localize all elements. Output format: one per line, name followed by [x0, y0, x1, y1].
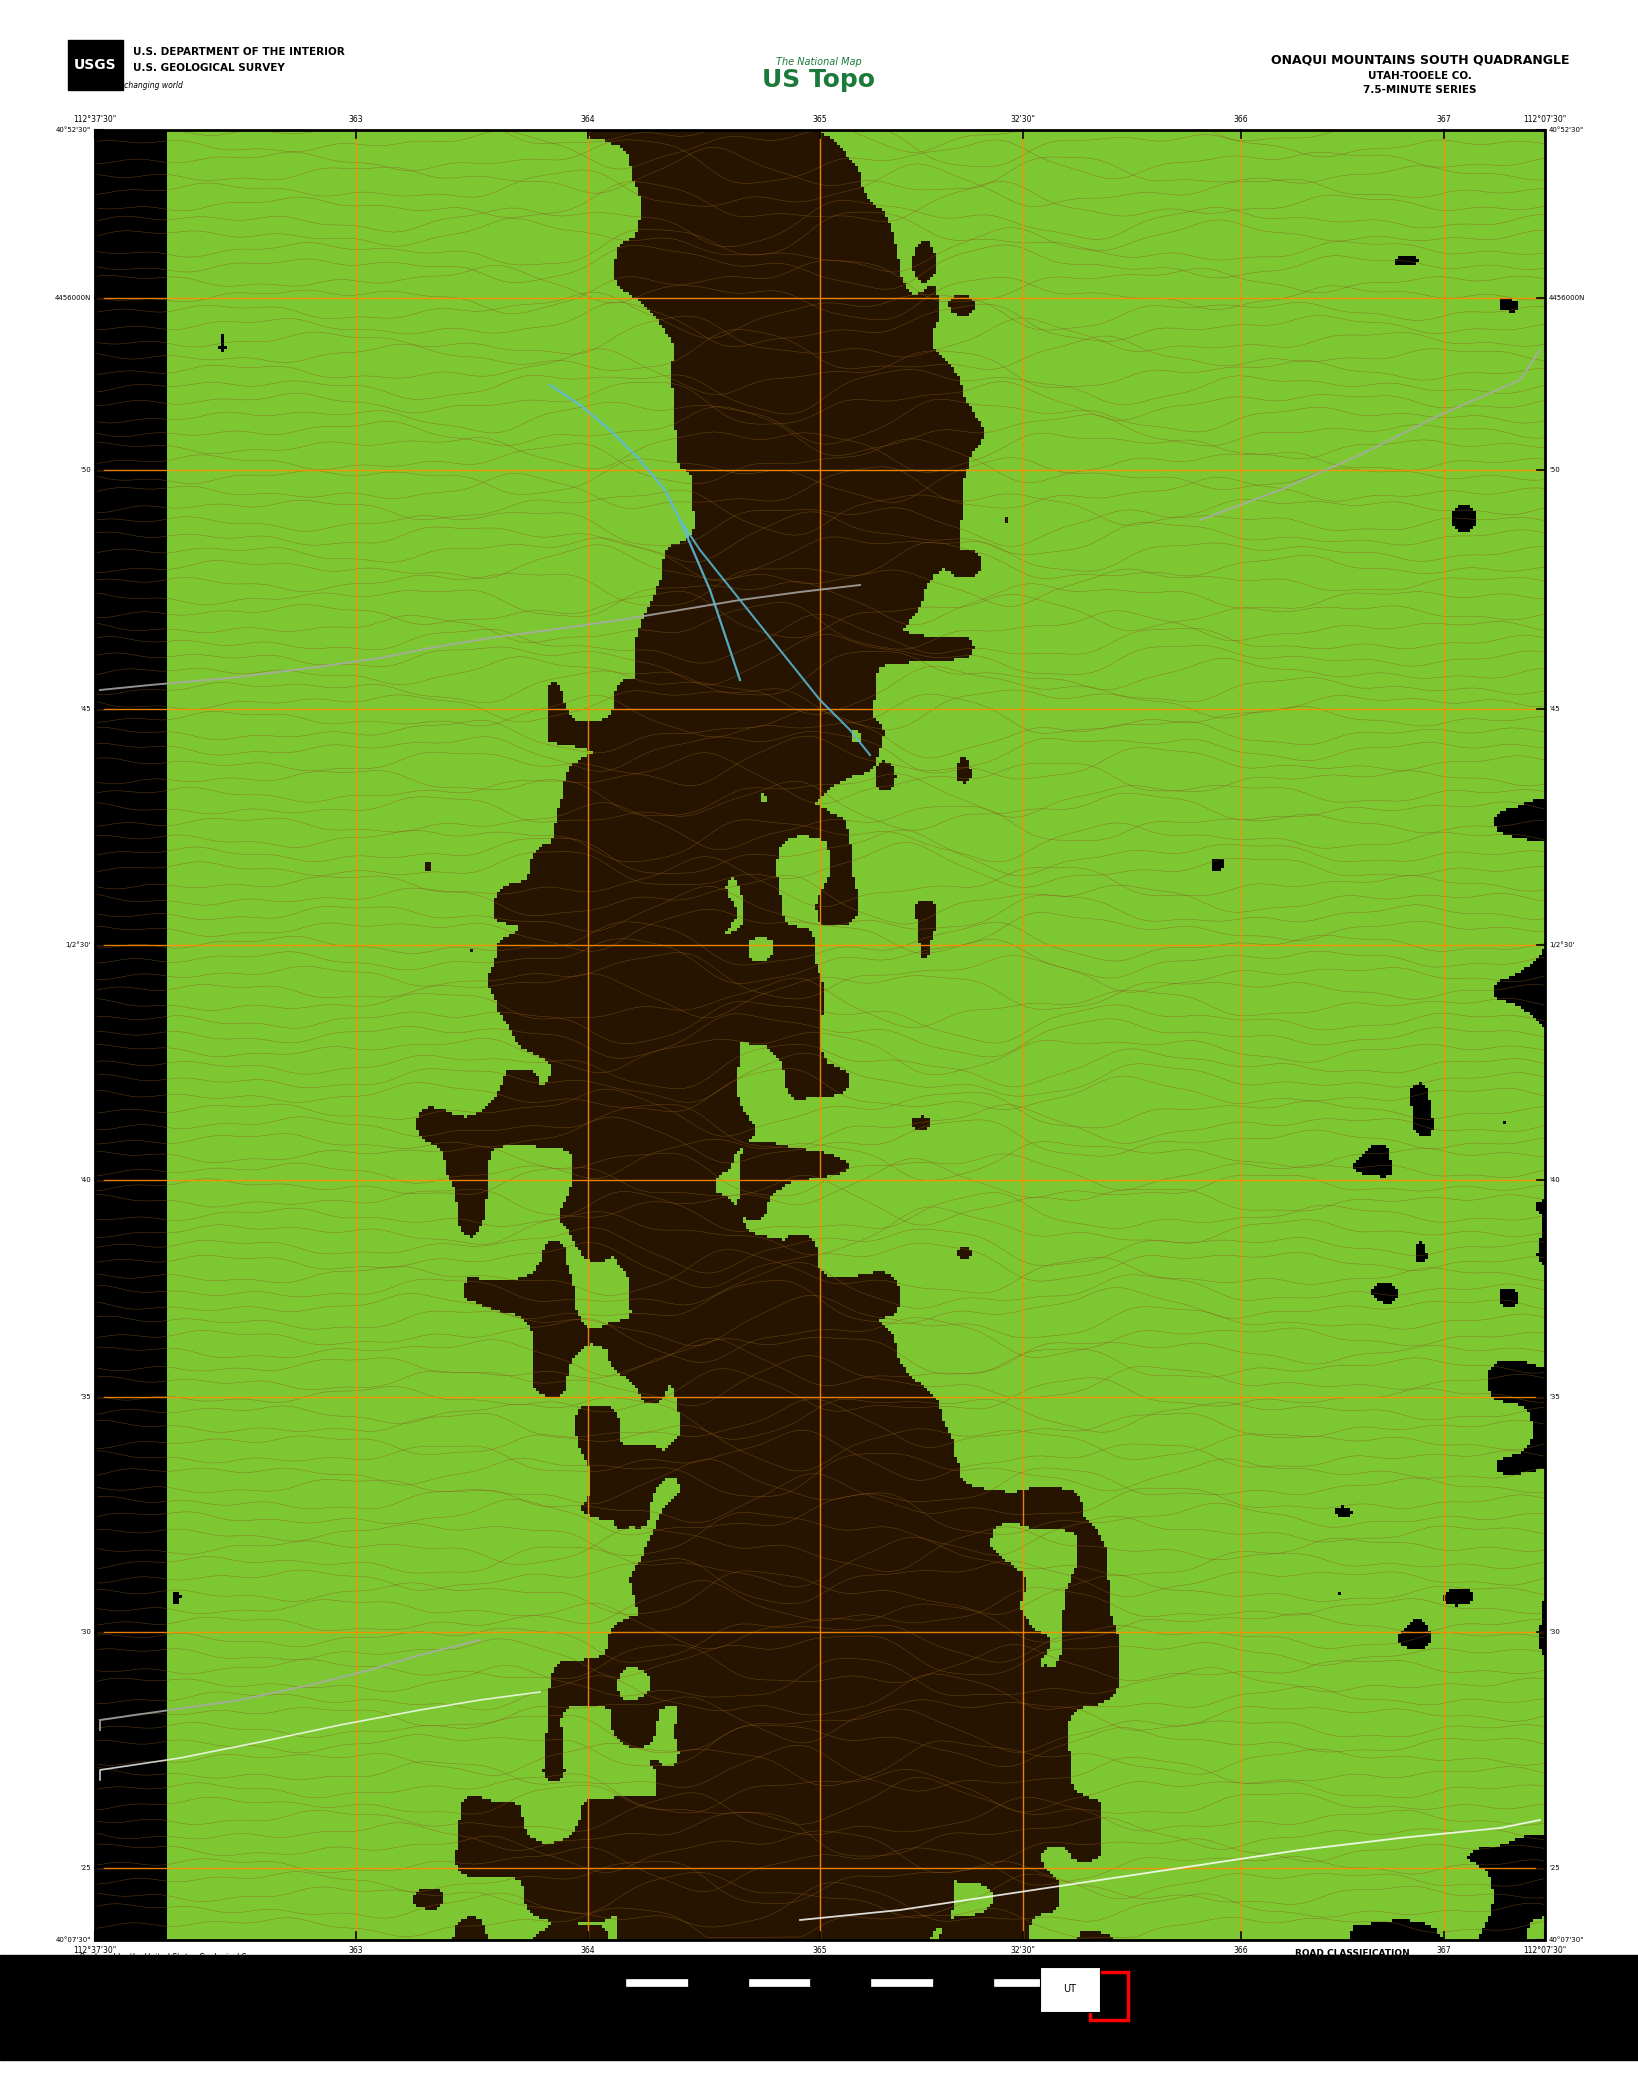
- Bar: [1040, 1967, 1101, 2013]
- Text: 367: 367: [1437, 1946, 1451, 1954]
- Text: '25: '25: [80, 1865, 92, 1871]
- Text: '45: '45: [80, 706, 92, 712]
- Bar: [1089, 1971, 1129, 2019]
- Text: '35: '35: [80, 1395, 92, 1399]
- Text: 366: 366: [1233, 115, 1248, 123]
- Text: '35: '35: [1550, 1395, 1559, 1399]
- Text: SCALE 1:24 000: SCALE 1:24 000: [773, 1961, 865, 1969]
- Text: 363: 363: [349, 1946, 364, 1954]
- Bar: [932, 1979, 994, 1986]
- Bar: [0, 1954, 1638, 2061]
- Bar: [811, 1979, 871, 1986]
- Text: science for a changing world: science for a changing world: [74, 81, 183, 90]
- Text: U.S. DEPARTMENT OF THE INTERIOR: U.S. DEPARTMENT OF THE INTERIOR: [133, 48, 344, 56]
- Text: 366: 366: [1233, 1946, 1248, 1954]
- Bar: [749, 1979, 811, 1986]
- Text: U.S. GEOLOGICAL SURVEY: U.S. GEOLOGICAL SURVEY: [133, 63, 285, 73]
- Text: 112°37'30": 112°37'30": [74, 115, 116, 123]
- Text: 4456000N: 4456000N: [1550, 294, 1586, 301]
- Text: '50: '50: [1550, 468, 1559, 474]
- Text: 367: 367: [1437, 115, 1451, 123]
- Bar: [626, 1979, 688, 1986]
- Text: 365: 365: [812, 115, 827, 123]
- Bar: [994, 1979, 1055, 1986]
- Text: '50: '50: [80, 468, 92, 474]
- Text: North American Datum of 1983 (NAD83): North American Datum of 1983 (NAD83): [80, 1965, 223, 1973]
- Text: 112°07'30": 112°07'30": [1523, 115, 1566, 123]
- Text: Produced by the United States Geological Survey: Produced by the United States Geological…: [80, 1952, 269, 1961]
- Bar: [688, 1979, 749, 1986]
- Text: 40°07'30": 40°07'30": [1550, 1938, 1584, 1944]
- Text: 7.5-MINUTE SERIES: 7.5-MINUTE SERIES: [1363, 86, 1477, 94]
- Text: The National Map: The National Map: [776, 56, 862, 67]
- Bar: [565, 1979, 626, 1986]
- Text: 40°52'30": 40°52'30": [1550, 127, 1584, 134]
- Text: 1/2°30': 1/2°30': [66, 942, 92, 948]
- Bar: [69, 40, 123, 90]
- Text: '30: '30: [80, 1629, 92, 1635]
- Text: '30: '30: [1550, 1629, 1559, 1635]
- Text: 112°37'30": 112°37'30": [74, 1946, 116, 1954]
- Text: ROAD CLASSIFICATION: ROAD CLASSIFICATION: [1296, 1948, 1410, 1959]
- Text: UT: UT: [1063, 1984, 1076, 1994]
- Text: '25: '25: [1550, 1865, 1559, 1871]
- Text: 112°07'30": 112°07'30": [1523, 1946, 1566, 1954]
- Text: 4456000N: 4456000N: [54, 294, 92, 301]
- Text: 32'30": 32'30": [1011, 1946, 1035, 1954]
- Text: 1/2°30': 1/2°30': [1550, 942, 1574, 948]
- Text: ONAQUI MOUNTAINS SOUTH QUADRANGLE: ONAQUI MOUNTAINS SOUTH QUADRANGLE: [1271, 54, 1569, 67]
- Bar: [871, 1979, 932, 1986]
- Text: US Topo: US Topo: [763, 69, 875, 92]
- Text: USGS: USGS: [74, 58, 116, 71]
- Text: 40°52'30": 40°52'30": [56, 127, 92, 134]
- Text: 363: 363: [349, 115, 364, 123]
- Bar: [95, 129, 1545, 1940]
- Text: 365: 365: [812, 1946, 827, 1954]
- Text: '45: '45: [1550, 706, 1559, 712]
- Text: 364: 364: [581, 115, 595, 123]
- Text: 32'30": 32'30": [1011, 115, 1035, 123]
- Text: '40: '40: [1550, 1178, 1559, 1182]
- Text: UTAH-TOOELE CO.: UTAH-TOOELE CO.: [1368, 71, 1473, 81]
- Text: 364: 364: [581, 1946, 595, 1954]
- Text: 40°07'30": 40°07'30": [56, 1938, 92, 1944]
- Text: '40: '40: [80, 1178, 92, 1182]
